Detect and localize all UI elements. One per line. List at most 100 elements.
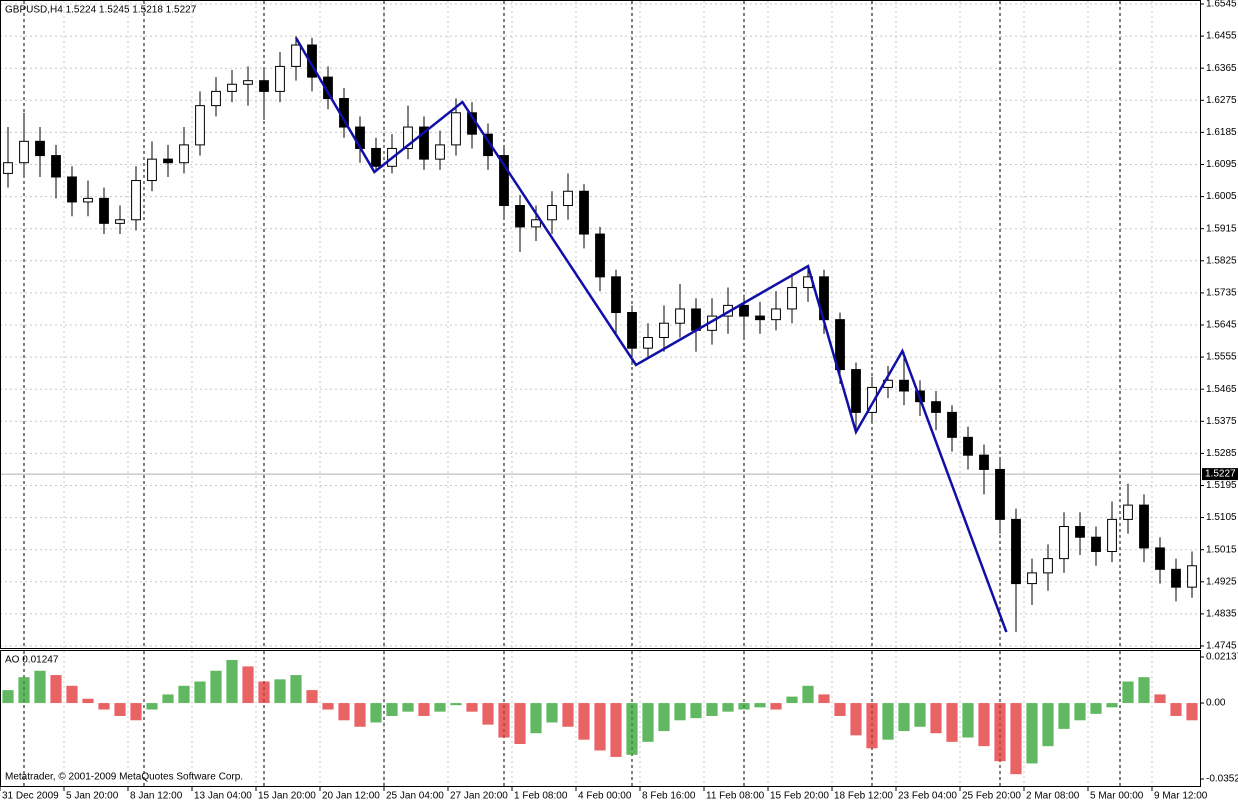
ao-bar <box>274 679 286 704</box>
chart-title: GBPUSD,H4 1.5224 1.5245 1.5218 1.5227 <box>5 5 197 16</box>
x-tick-label: 9 Mar 12:00 <box>1154 791 1208 802</box>
candle-body <box>1059 526 1069 560</box>
x-tick-label: 2 Mar 08:00 <box>1026 791 1080 802</box>
ao-bar <box>450 703 462 706</box>
candle-body <box>739 304 749 317</box>
ao-bar <box>930 703 942 734</box>
y-tick-label: 1.6275 <box>1206 95 1237 106</box>
ao-bar <box>898 703 910 732</box>
candle-body <box>1155 547 1165 570</box>
candle-body <box>595 233 605 278</box>
candle-body <box>371 147 381 167</box>
x-tick-label: 20 Jan 12:00 <box>322 791 380 802</box>
x-tick-label: 31 Dec 2009 <box>2 791 59 802</box>
candle-body <box>979 454 989 470</box>
y-tick-label: -0.03524 <box>1206 774 1238 785</box>
candle-body <box>99 197 109 224</box>
candle-body <box>227 83 237 92</box>
ao-bar <box>1154 694 1166 704</box>
ao-bar <box>514 703 526 745</box>
ao-bar <box>978 703 990 747</box>
ao-bar <box>82 698 94 704</box>
ao-bar <box>130 703 142 721</box>
candle-body <box>835 319 845 371</box>
candle-body <box>579 190 589 235</box>
ao-bar <box>50 675 62 704</box>
ao-bar <box>1074 703 1086 721</box>
ao-bar <box>786 696 798 704</box>
x-tick-label: 5 Jan 20:00 <box>66 791 119 802</box>
x-tick-label: 8 Feb 16:00 <box>642 791 696 802</box>
current-price-label: 1.5227 <box>1205 469 1236 480</box>
candle-body <box>947 411 957 438</box>
candle-body <box>67 176 77 203</box>
x-tick-label: 23 Feb 04:00 <box>898 791 957 802</box>
y-tick-label: 0.02137 <box>1206 652 1238 663</box>
candle-body <box>51 155 61 178</box>
candle-body <box>179 144 189 164</box>
ao-bar <box>626 703 638 755</box>
x-tick-label: 5 Mar 00:00 <box>1090 791 1144 802</box>
ao-bar <box>1122 681 1134 704</box>
candle-body <box>563 190 573 207</box>
y-tick-label: 1.6365 <box>1206 63 1237 74</box>
ao-bar <box>946 703 958 742</box>
ao-bar <box>1026 703 1038 764</box>
candle-body <box>1075 526 1085 538</box>
y-tick-label: 1.5375 <box>1206 416 1237 427</box>
ao-bar <box>882 703 894 740</box>
candle-body <box>627 312 637 349</box>
candle-body <box>451 112 461 146</box>
candle-body <box>899 379 909 392</box>
candle-body <box>771 308 781 321</box>
ao-bar <box>722 703 734 712</box>
indicator-title: AO 0.01247 <box>5 655 59 666</box>
ao-bar <box>1186 703 1198 721</box>
ao-bar <box>1058 703 1070 729</box>
ao-bar <box>98 703 110 710</box>
ao-bar <box>530 703 542 734</box>
candle-body <box>115 219 125 224</box>
candle-body <box>195 105 205 146</box>
ao-bar <box>914 703 926 727</box>
candle-body <box>611 276 621 314</box>
ao-bar <box>482 703 494 725</box>
ao-bar <box>754 703 766 708</box>
ao-bar <box>1106 703 1118 708</box>
candle-body <box>1171 568 1181 588</box>
ao-bar <box>338 703 350 721</box>
y-tick-label: 1.6095 <box>1206 159 1237 170</box>
candle-body <box>323 76 333 100</box>
ao-bar <box>306 690 318 704</box>
candle-body <box>643 336 653 349</box>
y-tick-label: 1.5105 <box>1206 512 1237 523</box>
candle-body <box>547 205 557 221</box>
x-tick-label: 25 Jan 04:00 <box>386 791 444 802</box>
y-tick-label: 1.5195 <box>1206 480 1237 491</box>
x-tick-label: 1 Feb 08:00 <box>514 791 568 802</box>
ao-bar <box>66 685 78 704</box>
x-tick-label: 4 Feb 00:00 <box>578 791 632 802</box>
ao-bar <box>802 685 814 704</box>
x-tick-label: 13 Jan 04:00 <box>194 791 252 802</box>
candle-body <box>435 144 445 160</box>
y-tick-label: 1.6005 <box>1206 191 1237 202</box>
ao-bar <box>1010 703 1022 775</box>
ao-bar <box>850 703 862 736</box>
y-tick-label: 1.5285 <box>1206 448 1237 459</box>
candle-body <box>851 369 861 413</box>
ao-bar <box>402 703 414 712</box>
candle-body <box>1123 504 1133 520</box>
current-price-box <box>1202 468 1238 481</box>
y-tick-label: 1.6545 <box>1206 0 1237 10</box>
candle-body <box>675 308 685 324</box>
candle-body <box>403 126 413 149</box>
ao-bar <box>146 703 158 710</box>
candle-body <box>995 468 1005 520</box>
candle-body <box>499 155 509 207</box>
candle-body <box>1139 504 1149 549</box>
y-tick-label: 1.6185 <box>1206 127 1237 138</box>
candle-body <box>259 80 269 92</box>
